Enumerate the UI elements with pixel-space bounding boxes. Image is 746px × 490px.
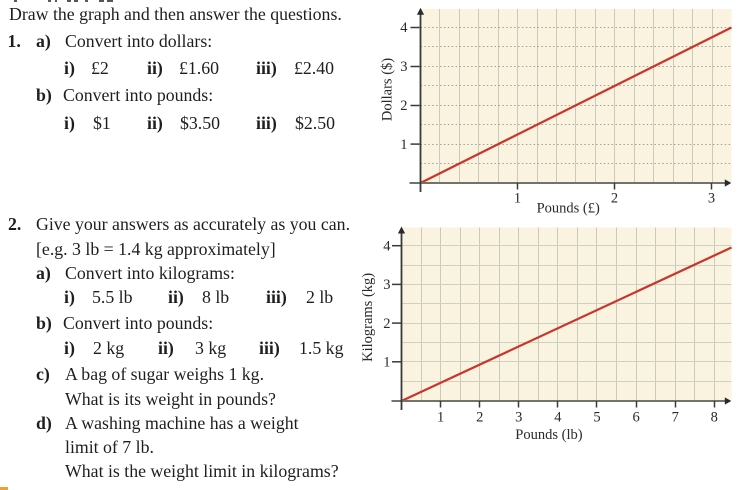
svg-text:2: 2 [400,98,407,114]
svg-text:Pounds (lb): Pounds (lb) [515,427,582,443]
svg-text:4: 4 [554,410,562,426]
svg-text:8: 8 [711,410,718,426]
svg-text:1: 1 [437,410,444,426]
svg-text:Kilograms (kg): Kilograms (kg) [360,273,376,362]
svg-text:1: 1 [383,355,390,371]
svg-text:7: 7 [672,410,679,426]
svg-text:Pounds (£): Pounds (£) [537,200,600,216]
svg-text:2: 2 [611,191,618,207]
svg-text:Dollars ($): Dollars ($) [380,58,396,121]
svg-text:3: 3 [383,277,390,293]
svg-text:2: 2 [476,410,483,426]
svg-text:3: 3 [400,59,407,75]
svg-text:4: 4 [383,238,391,254]
svg-text:2: 2 [383,316,390,332]
svg-text:3: 3 [708,191,715,207]
svg-text:4: 4 [400,20,408,36]
svg-text:5: 5 [593,410,600,426]
svg-text:1: 1 [400,137,407,153]
svg-text:1: 1 [514,191,521,207]
svg-text:6: 6 [632,410,639,426]
svg-text:3: 3 [515,410,522,426]
